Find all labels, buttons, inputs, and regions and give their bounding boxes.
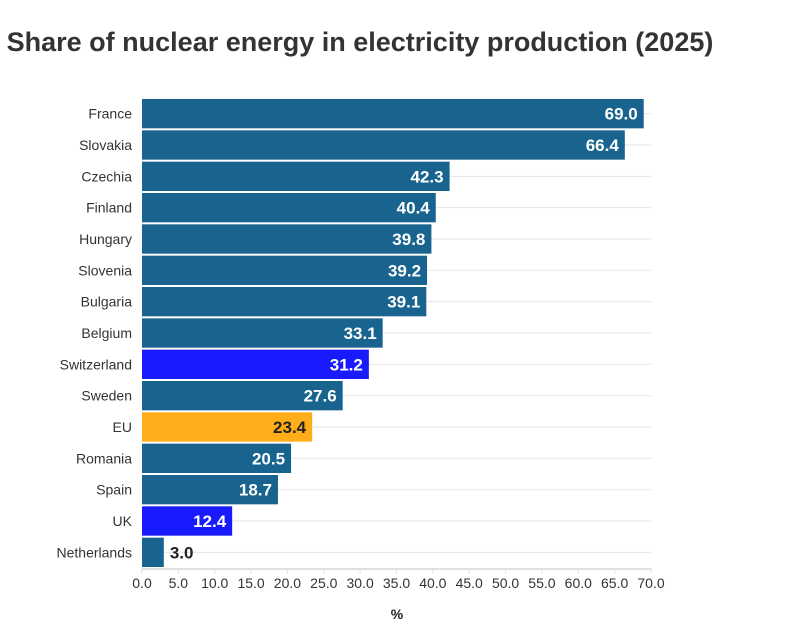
bar bbox=[142, 161, 450, 191]
category-label: Spain bbox=[96, 482, 132, 498]
x-axis-label: % bbox=[390, 606, 404, 622]
x-tick-label: 45.0 bbox=[456, 575, 483, 591]
x-tick-label: 30.0 bbox=[347, 575, 374, 591]
data-label: 42.3 bbox=[410, 167, 443, 186]
data-label: 33.1 bbox=[344, 324, 377, 343]
bar bbox=[142, 130, 625, 160]
x-tick-label: 35.0 bbox=[383, 575, 410, 591]
category-label: Czechia bbox=[81, 168, 132, 184]
category-label: EU bbox=[113, 419, 132, 435]
data-label: 27.6 bbox=[304, 387, 337, 406]
bar bbox=[142, 443, 292, 473]
category-label: Bulgaria bbox=[81, 294, 133, 310]
category-label: Romania bbox=[76, 450, 132, 466]
category-label: Slovenia bbox=[78, 262, 132, 278]
bar bbox=[142, 287, 427, 317]
category-label: Netherlands bbox=[57, 544, 133, 560]
x-tick-label: 65.0 bbox=[601, 575, 628, 591]
data-label: 66.4 bbox=[586, 136, 620, 155]
bar bbox=[142, 506, 233, 536]
bar bbox=[142, 318, 383, 348]
data-label: 3.0 bbox=[170, 543, 194, 562]
x-tick-label: 40.0 bbox=[419, 575, 446, 591]
category-label: Belgium bbox=[81, 325, 132, 341]
category-label: Hungary bbox=[79, 231, 132, 247]
data-label: 20.5 bbox=[252, 449, 285, 468]
x-tick-label: 25.0 bbox=[310, 575, 337, 591]
x-tick-label: 20.0 bbox=[274, 575, 301, 591]
category-label: Switzerland bbox=[60, 356, 132, 372]
x-tick-label: 50.0 bbox=[492, 575, 519, 591]
data-label: 18.7 bbox=[239, 481, 272, 500]
bar bbox=[142, 224, 432, 254]
x-tick-label: 55.0 bbox=[528, 575, 555, 591]
bar bbox=[142, 381, 343, 411]
data-label: 23.4 bbox=[273, 418, 307, 437]
category-label: France bbox=[88, 106, 132, 122]
bar bbox=[142, 255, 428, 285]
data-label: 31.2 bbox=[330, 355, 363, 374]
bar bbox=[142, 99, 644, 129]
x-tick-label: 5.0 bbox=[169, 575, 189, 591]
data-label: 40.4 bbox=[397, 199, 431, 218]
data-label: 39.1 bbox=[387, 293, 420, 312]
data-label: 39.8 bbox=[392, 230, 425, 249]
category-label: UK bbox=[113, 513, 133, 529]
x-tick-label: 10.0 bbox=[201, 575, 228, 591]
x-tick-label: 70.0 bbox=[637, 575, 664, 591]
category-label: Sweden bbox=[81, 388, 132, 404]
data-label: 12.4 bbox=[193, 512, 227, 531]
data-label: 69.0 bbox=[605, 105, 638, 124]
bar bbox=[142, 193, 436, 223]
bar bbox=[142, 412, 313, 442]
category-label: Slovakia bbox=[79, 137, 132, 153]
x-tick-label: 60.0 bbox=[565, 575, 592, 591]
bar bbox=[142, 349, 369, 379]
chart-title: Share of nuclear energy in electricity p… bbox=[6, 27, 714, 57]
bar bbox=[142, 537, 164, 567]
bar bbox=[142, 475, 278, 505]
data-label: 39.2 bbox=[388, 261, 421, 280]
category-label: Finland bbox=[86, 200, 132, 216]
x-tick-label: 0.0 bbox=[132, 575, 152, 591]
x-tick-label: 15.0 bbox=[237, 575, 264, 591]
